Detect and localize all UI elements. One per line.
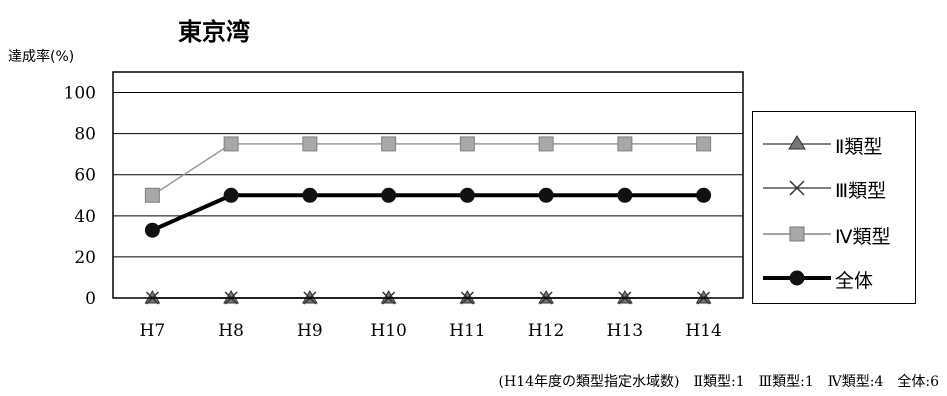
x-marker-icon bbox=[763, 180, 831, 196]
legend-item-all: 全体 bbox=[753, 258, 915, 298]
x-tick-label: H11 bbox=[449, 321, 485, 341]
gridlines bbox=[113, 92, 743, 258]
legend-label-all: 全体 bbox=[835, 270, 874, 292]
legend-label-type2: Ⅱ類型 bbox=[835, 136, 883, 158]
series-line bbox=[151, 143, 704, 196]
y-tick-label: 20 bbox=[74, 248, 96, 268]
y-tick-labels: 0 20 40 60 80 100 bbox=[64, 84, 96, 309]
x-tick-label: H12 bbox=[528, 321, 564, 341]
x-tick-label: H8 bbox=[218, 321, 244, 341]
y-tick-label: 100 bbox=[64, 84, 96, 104]
data-point bbox=[617, 187, 633, 203]
data-point bbox=[696, 136, 712, 152]
x-tick-label: H10 bbox=[370, 321, 406, 341]
y-tick-label: 60 bbox=[74, 166, 96, 186]
data-point bbox=[302, 187, 318, 203]
plot-area-frame bbox=[112, 71, 744, 299]
legend-item-type3: Ⅲ類型 bbox=[753, 168, 915, 208]
series-square bbox=[144, 136, 712, 203]
data-point bbox=[223, 136, 239, 152]
y-tick-label: 40 bbox=[74, 207, 96, 227]
x-tick-label: H13 bbox=[607, 321, 643, 341]
legend-item-type4: Ⅳ類型 bbox=[753, 214, 915, 254]
data-point bbox=[144, 222, 160, 238]
chart-title: 東京湾 bbox=[178, 18, 250, 46]
legend-label-type3: Ⅲ類型 bbox=[835, 180, 887, 202]
data-point bbox=[617, 136, 633, 152]
data-point bbox=[302, 136, 318, 152]
y-tick-label: 80 bbox=[74, 125, 96, 145]
y-tick-label: 0 bbox=[85, 289, 96, 309]
y-axis-label: 達成率(%) bbox=[8, 49, 75, 65]
data-point bbox=[696, 187, 712, 203]
x-tick-label: H14 bbox=[685, 321, 721, 341]
data-point bbox=[381, 136, 397, 152]
footnote: (H14年度の類型指定水域数) Ⅱ類型:1 Ⅲ類型:1 Ⅳ類型:4 全体:6 bbox=[498, 374, 939, 390]
data-point bbox=[381, 187, 397, 203]
series-line bbox=[151, 193, 704, 233]
data-point bbox=[538, 187, 554, 203]
square-marker-icon bbox=[763, 226, 831, 242]
data-point bbox=[223, 187, 239, 203]
legend-item-type2: Ⅱ類型 bbox=[753, 124, 915, 164]
x-tick-labels: H7 H8 H9 H10 H11 H12 H13 H14 bbox=[140, 321, 722, 341]
legend-label-type4: Ⅳ類型 bbox=[835, 226, 891, 248]
x-tick-label: H9 bbox=[297, 321, 323, 341]
series-lines bbox=[144, 136, 712, 305]
x-tick-label: H7 bbox=[140, 321, 166, 341]
circle-marker-icon bbox=[763, 270, 831, 286]
data-point bbox=[459, 136, 475, 152]
triangle-marker-icon bbox=[763, 135, 831, 150]
data-point bbox=[144, 187, 160, 203]
data-point bbox=[538, 136, 554, 152]
legend: Ⅱ類型 Ⅲ類型 Ⅳ類型 全体 bbox=[752, 111, 916, 304]
data-point bbox=[459, 187, 475, 203]
series-circle bbox=[144, 187, 712, 238]
